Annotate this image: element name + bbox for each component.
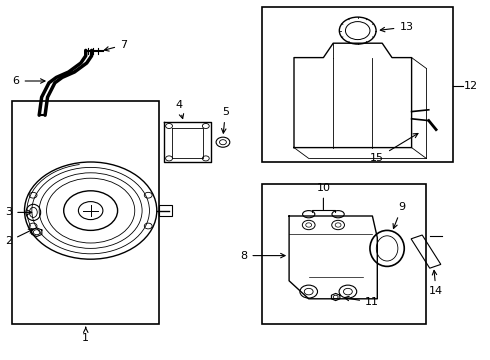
Text: 14: 14 [429,270,443,296]
Bar [262,7,453,162]
Text: 8: 8 [240,251,285,261]
Text: 9: 9 [393,202,405,229]
Text: 13: 13 [380,22,414,32]
Text: 1: 1 [82,327,89,343]
Bar [12,101,159,324]
Text: 15: 15 [370,134,418,163]
Bar [159,205,171,216]
Text: 3: 3 [5,207,32,217]
Text: 7: 7 [104,40,127,51]
Text: 4: 4 [175,100,184,118]
Text: 12: 12 [464,81,477,91]
Text: 11: 11 [344,296,379,307]
Text: 2: 2 [5,229,33,246]
Text: 5: 5 [221,107,229,133]
Bar [411,235,441,268]
Bar [262,184,426,324]
Text: 10: 10 [312,183,335,212]
Text: 6: 6 [13,76,45,86]
